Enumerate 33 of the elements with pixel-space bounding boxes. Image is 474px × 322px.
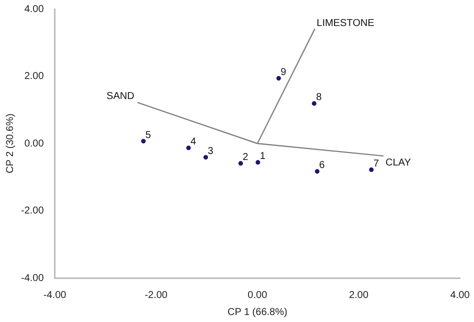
x-tick-label: -2.00	[144, 290, 168, 301]
point	[256, 160, 260, 165]
x-tick-label: 0.00	[248, 290, 268, 301]
annotation: 7	[373, 158, 380, 170]
point	[314, 169, 320, 174]
point	[312, 101, 316, 106]
point	[141, 138, 146, 144]
annotation: 8	[316, 92, 322, 104]
y-tick-label: 0.00	[24, 138, 44, 150]
annotation: 6	[319, 160, 326, 172]
annotation: 4	[190, 136, 197, 148]
point	[238, 161, 243, 166]
annotation: 2	[242, 152, 249, 164]
annotation: CLAY	[386, 158, 412, 169]
y-tick-label: 4.00	[24, 4, 44, 15]
y-tick-label: -2.00	[20, 206, 44, 216]
x-tick-label: 4.00	[450, 290, 470, 301]
annotation: 3	[208, 146, 214, 158]
annotation: 9	[280, 67, 287, 78]
point	[369, 167, 374, 172]
y-tick-label: 2.00	[24, 71, 44, 82]
x-tick-label: -4.00	[43, 290, 67, 301]
x-tick-label: 2.00	[348, 290, 369, 301]
annotation: 5	[145, 130, 152, 141]
point	[203, 154, 208, 160]
point	[276, 76, 281, 81]
point	[186, 146, 191, 150]
annotation: SAND	[106, 91, 134, 102]
x-axis-title: CP 1 (66.8%)	[227, 306, 288, 318]
annotation: LIMESTONE	[316, 18, 375, 29]
annotation: 1	[260, 151, 266, 162]
y-tick-label: -4.00	[20, 272, 44, 284]
y-axis-title: CP 2 (30.6%)	[4, 114, 16, 174]
